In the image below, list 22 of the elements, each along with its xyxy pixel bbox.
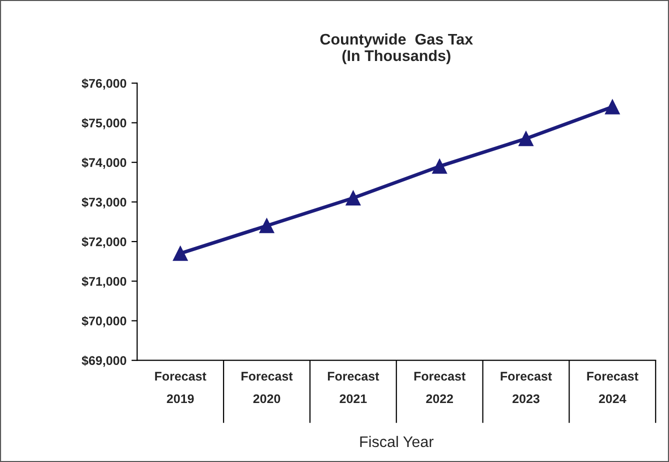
y-tick-label: $73,000 bbox=[82, 197, 126, 208]
y-tick-label: $75,000 bbox=[82, 118, 126, 130]
y-tick-label: $71,000 bbox=[82, 276, 126, 288]
y-tick-label: $70,000 bbox=[82, 316, 126, 328]
x-tick-label: Forecast 2021 bbox=[328, 372, 380, 404]
x-axis-title: Fiscal Year bbox=[360, 436, 434, 448]
point bbox=[259, 218, 274, 234]
y-tick-label: $72,000 bbox=[82, 236, 126, 248]
y-tick-label: $76,000 bbox=[82, 78, 126, 90]
point bbox=[604, 99, 620, 114]
x-tick-label: Forecast 2019 bbox=[155, 372, 206, 404]
point bbox=[432, 158, 448, 174]
x-tick-label: Forecast 2023 bbox=[500, 372, 552, 404]
chart-title: Countywide Gas Tax (In Thousands) bbox=[320, 33, 473, 64]
y-tick-label: $69,000 bbox=[82, 356, 126, 367]
y-tick-label: $74,000 bbox=[82, 158, 126, 169]
x-tick-label: Forecast 2024 bbox=[587, 372, 638, 404]
point bbox=[172, 246, 188, 261]
point bbox=[518, 131, 534, 146]
x-tick-label: Forecast 2020 bbox=[242, 372, 293, 404]
point bbox=[346, 190, 361, 206]
x-tick-label: Forecast 2022 bbox=[414, 372, 466, 404]
